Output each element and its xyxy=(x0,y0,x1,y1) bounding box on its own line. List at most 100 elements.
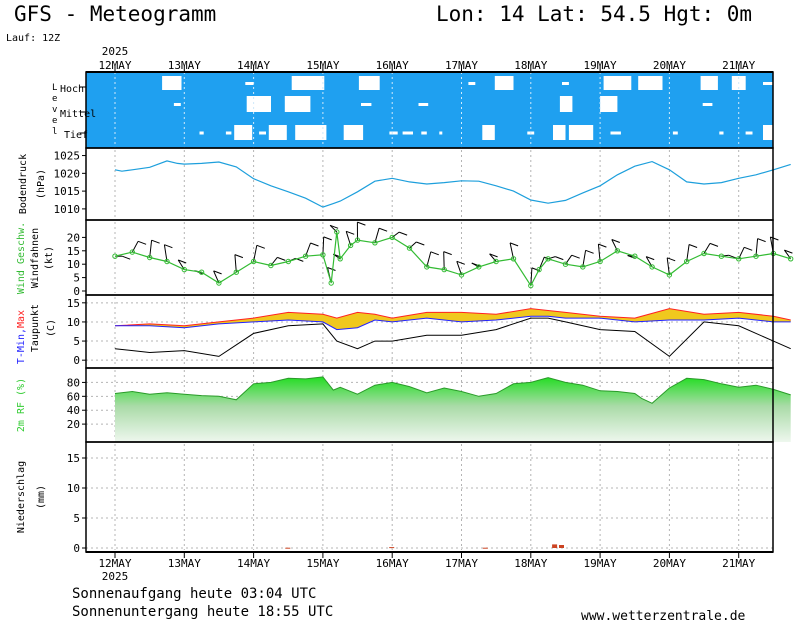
wind-barb-flag xyxy=(744,246,753,251)
date-label-top: 15MAY xyxy=(306,59,339,72)
precip-panel-frame xyxy=(85,441,774,553)
date-label-bottom: 20MAY xyxy=(653,557,686,570)
wind-barb xyxy=(489,253,497,262)
pressure-tick-label: 1020 xyxy=(54,167,81,180)
wind-barb-flag xyxy=(277,256,286,261)
date-label-top: 19MAY xyxy=(584,59,617,72)
temperature-tick-label: 0 xyxy=(73,354,80,367)
cloud-band-tief xyxy=(259,131,266,135)
wind-barb-flag xyxy=(456,260,465,265)
levels-label-letter: L xyxy=(52,83,57,93)
tmin-axis-label: T-Min, xyxy=(16,328,27,364)
wind-speed-point xyxy=(129,249,136,255)
wind-speed-point xyxy=(536,266,542,273)
dewpoint-axis-label: Taupunkt xyxy=(30,304,41,352)
wind-speed-point xyxy=(562,261,569,267)
date-label-bottom: 13MAY xyxy=(168,557,201,570)
cloud-band-hoch xyxy=(162,76,182,90)
wind-speed-point xyxy=(597,258,603,265)
precip-bar xyxy=(482,547,488,549)
wind-barb-flag xyxy=(234,254,244,259)
wind-barb xyxy=(270,257,278,266)
wind-speed-axis-label: Wind Geschw. xyxy=(16,222,27,294)
wind-speed-point xyxy=(198,269,205,275)
wind-speed-point xyxy=(528,282,534,289)
wind-barb-flag xyxy=(323,236,332,241)
date-label-bottom: 21MAY xyxy=(722,557,755,570)
wind-tick-label: 5 xyxy=(73,272,80,285)
wind-barb xyxy=(253,245,258,262)
wind-barb-flag xyxy=(471,262,480,267)
year-label-top: 2025 xyxy=(102,45,129,58)
wind-speed-point xyxy=(372,240,378,246)
cloud-band-mittel xyxy=(702,103,713,106)
wind-barb-flag xyxy=(378,227,388,232)
date-label-top: 14MAY xyxy=(237,59,270,72)
cloud-band-tief xyxy=(672,131,678,135)
cloud-band-hoch xyxy=(562,82,569,85)
wind-speed-line xyxy=(114,231,791,287)
date-label-bottom: 17MAY xyxy=(445,557,478,570)
date-label-bottom: 18MAY xyxy=(514,557,547,570)
cloud-label-box xyxy=(88,78,102,144)
wind-speed-point xyxy=(493,258,499,265)
wind-barb-flag xyxy=(357,221,366,226)
wind-speed-point xyxy=(233,269,240,275)
wind-barb xyxy=(686,244,690,262)
wind-barb xyxy=(234,254,237,273)
sunset-info: Sonnenuntergang heute 18:55 UTC xyxy=(72,604,334,620)
pressure-tick-label: 1010 xyxy=(54,203,81,216)
wind-barb-flag xyxy=(178,259,187,264)
wind-speed-point xyxy=(701,250,707,257)
wind-speed-point xyxy=(684,258,690,265)
wind-barb xyxy=(582,250,587,267)
precip-tick-label: 5 xyxy=(73,512,80,525)
precip-tick-label: 0 xyxy=(73,542,80,555)
cloud-band-hoch xyxy=(468,82,476,85)
sunrise-info: Sonnenaufgang heute 03:04 UTC xyxy=(72,586,317,602)
precip-bar xyxy=(559,545,564,548)
wind-speed-point xyxy=(389,234,395,241)
wind-speed-point xyxy=(580,264,586,270)
wind-speed-point xyxy=(424,264,430,270)
temp-unit-label: (C) xyxy=(46,319,57,337)
wind-speed-point xyxy=(250,258,257,265)
precip-axis-label: Niederschlag xyxy=(16,461,27,533)
wind-barb xyxy=(755,238,759,257)
humidity-tick-label: 20 xyxy=(67,418,80,431)
wind-barb-flag xyxy=(256,244,265,249)
tmax-axis-label: Max xyxy=(16,310,27,328)
wind-speed-point xyxy=(406,245,413,251)
cloud-background xyxy=(86,72,773,148)
wind-speed-point xyxy=(320,252,326,258)
date-label-top: 17MAY xyxy=(445,59,478,72)
precip-bar xyxy=(552,544,558,548)
cloud-band-tief xyxy=(719,131,724,135)
date-label-bottom: 12MAY xyxy=(98,557,131,570)
wind-barb-flag xyxy=(571,254,580,259)
location-info: Lon: 14 Lat: 54.5 Hgt: 0m xyxy=(436,2,753,26)
wind-barb-flag xyxy=(443,251,452,256)
wind-barb-flag xyxy=(489,253,498,258)
wind-speed-point xyxy=(614,248,621,254)
date-label-bottom: 19MAY xyxy=(584,557,617,570)
wind-barb-flag xyxy=(585,249,594,254)
wind-barb-flag xyxy=(646,256,655,261)
cloud-band-hoch xyxy=(700,76,718,90)
wind-barb xyxy=(509,242,514,259)
wind-barb xyxy=(443,251,445,270)
chart-title: GFS - Meteogramm xyxy=(14,2,217,26)
wind-speed-point xyxy=(354,237,361,243)
run-info: Lauf: 12Z xyxy=(6,33,61,44)
humidity-tick-label: 60 xyxy=(67,390,80,403)
wind-barb-flag xyxy=(667,257,676,262)
level-hoch-label: Hoch xyxy=(60,84,84,95)
tmax-line xyxy=(114,308,791,327)
pressure-tick-label: 1015 xyxy=(54,185,81,198)
cloud-band-tief xyxy=(610,131,621,135)
cloud-band-tief xyxy=(745,131,753,135)
levels-label-letter: e xyxy=(52,94,57,104)
wind-barb xyxy=(565,254,573,265)
wind-speed-point xyxy=(164,258,170,265)
